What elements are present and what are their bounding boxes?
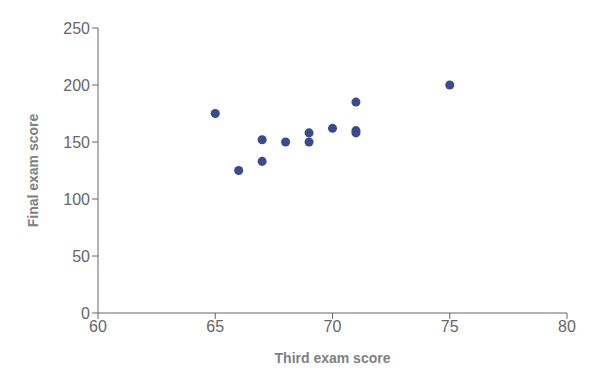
svg-text:250: 250 bbox=[63, 20, 90, 37]
svg-text:150: 150 bbox=[63, 134, 90, 151]
svg-text:70: 70 bbox=[324, 318, 342, 335]
svg-text:60: 60 bbox=[89, 318, 107, 335]
svg-text:200: 200 bbox=[63, 77, 90, 94]
svg-text:0: 0 bbox=[81, 305, 90, 322]
svg-text:65: 65 bbox=[206, 318, 224, 335]
svg-text:80: 80 bbox=[558, 318, 576, 335]
svg-text:100: 100 bbox=[63, 191, 90, 208]
svg-text:75: 75 bbox=[441, 318, 459, 335]
svg-text:Final exam score: Final exam score bbox=[25, 113, 41, 227]
svg-text:50: 50 bbox=[72, 248, 90, 265]
svg-text:Third exam score: Third exam score bbox=[275, 350, 391, 366]
